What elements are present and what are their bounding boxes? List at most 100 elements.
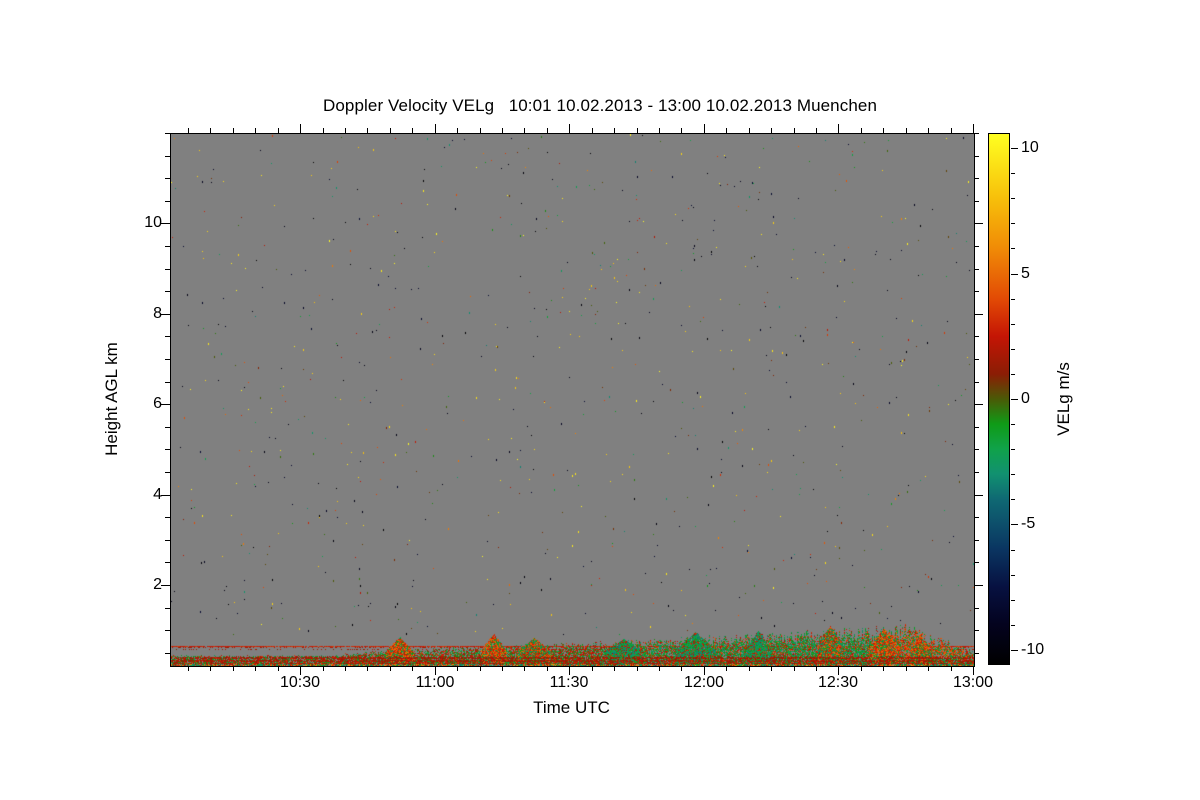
y-tick-label: 6: [153, 395, 162, 412]
colorbar-tick-major: [1011, 650, 1018, 651]
y-tick-minor-right: [974, 630, 979, 631]
x-tick-label: 12:00: [683, 674, 725, 691]
x-tick-minor: [524, 666, 525, 671]
y-tick-major-right: [974, 223, 983, 224]
x-tick-minor: [592, 666, 593, 671]
y-tick-minor: [165, 449, 170, 450]
colorbar-tick-label: -10: [1021, 641, 1045, 658]
x-tick-minor-top: [390, 128, 391, 133]
y-tick-minor-right: [974, 178, 979, 179]
x-tick-minor-top: [637, 128, 638, 133]
y-tick-minor: [165, 178, 170, 179]
x-tick-minor-top: [771, 128, 772, 133]
colorbar-tick-minor: [1011, 600, 1015, 601]
y-tick-label: 4: [153, 486, 162, 503]
y-tick-major-right: [974, 404, 983, 405]
x-tick-minor-top: [681, 128, 682, 133]
x-tick-major-top: [838, 124, 839, 133]
y-tick-minor-right: [974, 359, 979, 360]
x-tick-minor-top: [906, 128, 907, 133]
y-tick-minor: [165, 427, 170, 428]
x-tick-minor: [278, 666, 279, 671]
x-tick-major: [435, 666, 436, 675]
y-tick-minor: [165, 269, 170, 270]
x-tick-minor: [390, 666, 391, 671]
colorbar-gradient: [988, 133, 1010, 665]
y-tick-minor-right: [974, 382, 979, 383]
y-tick-minor: [165, 291, 170, 292]
colorbar-tick-major: [1011, 524, 1018, 525]
x-tick-minor-top: [726, 128, 727, 133]
x-tick-minor-top: [412, 128, 413, 133]
y-tick-label: 2: [153, 576, 162, 593]
x-tick-minor: [861, 666, 862, 671]
x-tick-minor: [502, 666, 503, 671]
x-tick-minor-top: [457, 128, 458, 133]
page-title: Doppler Velocity VELg 10:01 10.02.2013 -…: [322, 96, 878, 115]
colorbar-tick-minor: [1011, 424, 1015, 425]
y-tick-minor-right: [974, 201, 979, 202]
x-tick-major-top: [569, 124, 570, 133]
x-tick-minor: [323, 666, 324, 671]
x-tick-minor-top: [883, 128, 884, 133]
y-tick-minor-right: [974, 653, 979, 654]
x-tick-minor: [188, 666, 189, 671]
y-tick-minor: [165, 562, 170, 563]
colorbar-tick-major: [1011, 399, 1018, 400]
colorbar-tick-label: -5: [1021, 515, 1036, 532]
y-tick-minor: [165, 630, 170, 631]
x-tick-label: 11:00: [415, 674, 455, 691]
x-tick-minor: [210, 666, 211, 671]
x-tick-minor-top: [861, 128, 862, 133]
colorbar-tick-minor: [1011, 374, 1015, 375]
y-tick-minor: [165, 336, 170, 337]
colorbar-label: VELg m/s: [1054, 362, 1073, 436]
x-tick-minor-top: [345, 128, 346, 133]
x-tick-minor-top: [502, 128, 503, 133]
y-axis-label: Height AGL km: [102, 342, 121, 456]
x-tick-minor-top: [255, 128, 256, 133]
y-tick-minor-right: [974, 540, 979, 541]
x-tick-minor: [412, 666, 413, 671]
x-tick-minor: [659, 666, 660, 671]
y-tick-major-right: [974, 495, 983, 496]
x-tick-minor: [906, 666, 907, 671]
x-tick-minor: [928, 666, 929, 671]
colorbar-tick-label: 5: [1021, 265, 1030, 282]
y-tick-label: 8: [153, 305, 162, 322]
y-tick-minor: [165, 201, 170, 202]
x-tick-label: 13:00: [952, 674, 994, 691]
colorbar-tick-minor: [1011, 173, 1015, 174]
y-tick-major-right: [974, 314, 983, 315]
x-tick-minor: [547, 666, 548, 671]
colorbar-tick-minor: [1011, 299, 1015, 300]
heatmap-canvas: [171, 134, 974, 666]
x-tick-minor-top: [323, 128, 324, 133]
y-tick-minor-right: [974, 562, 979, 563]
y-tick-minor-right: [974, 608, 979, 609]
y-tick-major: [161, 495, 170, 496]
x-tick-minor: [951, 666, 952, 671]
y-tick-major: [161, 585, 170, 586]
x-tick-minor-top: [928, 128, 929, 133]
x-tick-minor: [749, 666, 750, 671]
y-tick-minor: [165, 382, 170, 383]
x-tick-major: [704, 666, 705, 675]
y-tick-minor-right: [974, 517, 979, 518]
colorbar-tick-major: [1011, 274, 1018, 275]
colorbar-tick-minor: [1011, 349, 1015, 350]
colorbar-tick-minor: [1011, 575, 1015, 576]
x-tick-minor: [367, 666, 368, 671]
x-tick-major-top: [973, 124, 974, 133]
x-tick-major: [569, 666, 570, 675]
x-tick-minor-top: [547, 128, 548, 133]
x-tick-minor-top: [278, 128, 279, 133]
y-tick-minor-right: [974, 472, 979, 473]
x-tick-minor: [255, 666, 256, 671]
y-tick-minor: [165, 133, 170, 134]
colorbar-tick-minor: [1011, 324, 1015, 325]
colorbar-tick-label: 0: [1021, 390, 1030, 407]
y-tick-minor: [165, 653, 170, 654]
x-tick-minor: [480, 666, 481, 671]
